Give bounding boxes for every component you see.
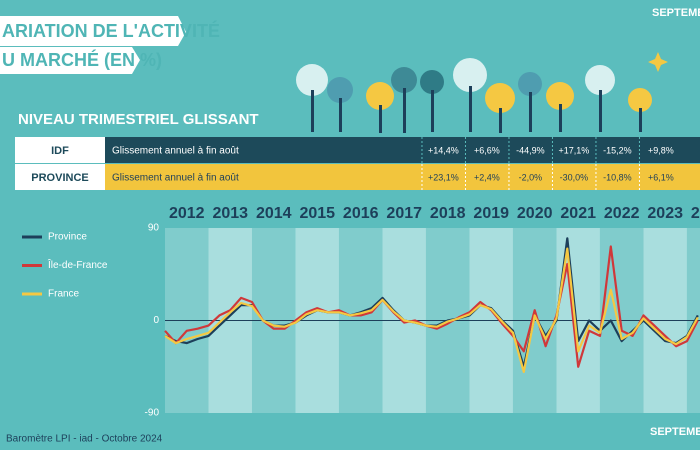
title-banner (0, 47, 140, 74)
x-tick-label: 2021 (560, 205, 596, 222)
x-tick-label: 2019 (473, 205, 509, 222)
x-tick-label: 2012 (169, 205, 205, 222)
table-row (105, 137, 700, 163)
table-cell: -44,9% (516, 145, 545, 155)
title-line: ARIATION DE L'ACTIVITÉ (2, 20, 220, 41)
series-line (164, 247, 699, 373)
table-cell: -15,2% (603, 145, 632, 155)
row-label: PROVINCE (31, 172, 88, 184)
legend-label: France (48, 289, 80, 300)
legend-label: Province (48, 232, 87, 243)
table-cell: -2,0% (519, 172, 543, 182)
x-tick-label: 2020 (517, 205, 553, 222)
source: Baromètre LPI - iad - Octobre 2024 (6, 434, 163, 445)
table-cell: +23,1% (428, 172, 459, 182)
legend-label: Île-de-France (47, 258, 108, 271)
x-tick-label: 2015 (299, 205, 335, 222)
table-cell: +17,1% (558, 145, 589, 155)
y-tick-label: -90 (145, 408, 160, 419)
trees-decoration (296, 52, 668, 133)
x-tick-label: 2018 (430, 205, 466, 222)
table-cell: +14,4% (428, 145, 459, 155)
table-row (105, 164, 700, 190)
x-tick-label: 2014 (256, 205, 292, 222)
table-cell: +2,4% (474, 172, 500, 182)
row-description: Glissement annuel à fin août (112, 173, 239, 184)
x-tick-label: 2023 (647, 205, 683, 222)
y-tick-label: 90 (148, 223, 160, 234)
row-label: IDF (51, 145, 69, 157)
x-tick-label: 2024 (691, 205, 700, 222)
subtitle: NIVEAU TRIMESTRIEL GLISSANT (18, 111, 259, 128)
table-cell: +9,8% (648, 145, 674, 155)
table-cell: -30,0% (560, 172, 589, 182)
table-cell: +6,1% (648, 172, 674, 182)
y-tick-label: 0 (153, 315, 159, 326)
title-banner (0, 16, 186, 46)
table-cell: -10,8% (603, 172, 632, 182)
x-tick-label: 2017 (386, 205, 422, 222)
title-line: U MARCHÉ (EN %) (2, 49, 162, 70)
x-tick-label: 2022 (604, 205, 640, 222)
month-label: SEPTEMBRE (652, 7, 700, 19)
row-description: Glissement annuel à fin août (112, 146, 239, 157)
x-tick-label: 2016 (343, 205, 379, 222)
x-tick-label: 2013 (212, 205, 248, 222)
table-cell: +6,6% (474, 145, 500, 155)
month-label: SEPTEMBRE (650, 426, 700, 438)
